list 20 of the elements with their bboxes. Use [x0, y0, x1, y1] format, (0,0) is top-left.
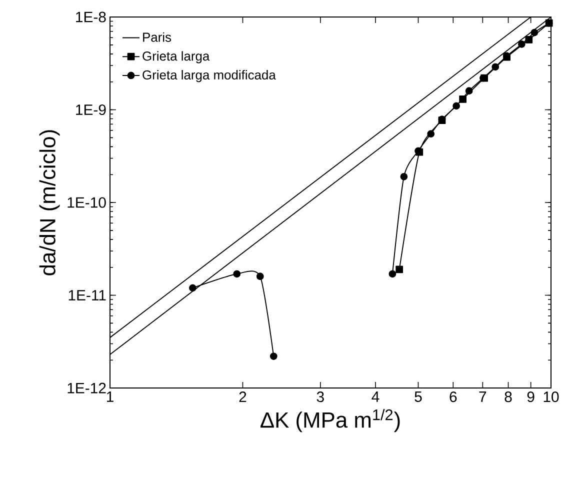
x-tick-label: 8 [504, 392, 512, 402]
x-tick-label: 9 [527, 392, 534, 402]
x-tick-label: 10 [544, 392, 559, 402]
x-tick-label: 6 [450, 392, 457, 402]
x-axis-title: ΔK (MPa m$^{1/2}$) [260, 408, 400, 432]
y-tick-label: 1E-12 [68, 382, 106, 394]
x-tick-label: 7 [479, 392, 486, 402]
x-tick-label: 3 [316, 392, 324, 402]
x-tick-label: 5 [414, 392, 422, 402]
y-tick-label: 1E-11 [68, 290, 106, 300]
y-tick-label: 1E-8 [76, 12, 106, 22]
legend-label: Grieta larga [142, 51, 210, 64]
x-tick-label: 4 [372, 392, 380, 402]
x-tick-label: 1 [106, 392, 114, 402]
legend-label: Grieta larga modificada [142, 70, 276, 82]
x-tick-label: 2 [239, 392, 246, 402]
y-tick-label: 1E-9 [76, 104, 106, 116]
y-tick-label: 1E-10 [68, 197, 106, 208]
y-axis-title: da/dN (m/ciclo) [39, 130, 60, 276]
legend-label: Paris [143, 32, 172, 42]
